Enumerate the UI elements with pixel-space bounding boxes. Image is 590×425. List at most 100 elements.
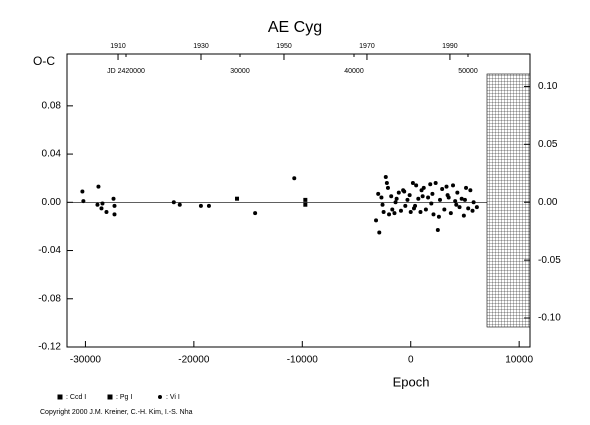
data-point xyxy=(444,184,449,189)
legend-marker xyxy=(107,394,113,400)
x-tick-label: -20000 xyxy=(178,355,210,366)
data-point xyxy=(438,197,443,202)
legend-label: : Ccd I xyxy=(66,394,86,401)
year-tick-label: 1970 xyxy=(359,43,375,50)
data-point xyxy=(95,202,100,207)
y2-tick-label: 0.10 xyxy=(538,81,558,92)
data-point xyxy=(429,201,434,206)
y2-tick-label: 0.00 xyxy=(538,197,558,208)
legend-label: : Vi I xyxy=(166,394,180,401)
data-point xyxy=(379,195,384,200)
data-point xyxy=(455,190,460,195)
data-point xyxy=(445,193,450,198)
data-point xyxy=(377,230,382,235)
data-point xyxy=(459,196,464,201)
data-point xyxy=(100,201,105,206)
data-point xyxy=(384,181,389,186)
data-point xyxy=(81,199,86,204)
data-point xyxy=(461,213,466,218)
data-point xyxy=(413,203,418,208)
jd-tick-label: 30000 xyxy=(230,68,250,75)
data-point xyxy=(435,228,440,233)
x-tick-label: 10000 xyxy=(505,355,533,366)
copyright: Copyright 2000 J.M. Kreiner, C.-H. Kim, … xyxy=(40,409,193,416)
data-point xyxy=(390,207,395,212)
data-point xyxy=(392,211,397,216)
data-point xyxy=(474,205,479,210)
data-point xyxy=(112,212,117,217)
chart-title: AE Cyg xyxy=(268,19,322,36)
y-axis-label: O-C xyxy=(33,54,55,68)
data-point xyxy=(303,197,308,202)
data-point xyxy=(403,203,408,208)
data-point xyxy=(433,181,438,186)
data-point xyxy=(442,207,447,212)
data-point xyxy=(451,183,456,188)
data-point xyxy=(381,209,386,214)
legend-marker xyxy=(158,395,162,399)
data-point xyxy=(112,203,117,208)
data-point xyxy=(407,193,412,198)
data-point xyxy=(387,212,392,217)
data-point xyxy=(374,218,379,223)
data-point xyxy=(431,212,436,217)
legend-label: : Pg I xyxy=(116,394,132,401)
plot-frame xyxy=(66,53,531,348)
data-point xyxy=(385,185,390,190)
data-point xyxy=(303,202,308,207)
data-point xyxy=(416,196,421,201)
data-point xyxy=(418,209,423,214)
x-axis-label: Epoch xyxy=(393,374,430,389)
data-point xyxy=(471,200,476,205)
y2-tick-label: -0.10 xyxy=(538,313,561,324)
year-tick-label: 1950 xyxy=(276,43,292,50)
data-point xyxy=(389,194,394,199)
x-tick-label: -10000 xyxy=(287,355,319,366)
data-point xyxy=(408,209,413,214)
data-point xyxy=(426,195,431,200)
y2-tick-label: 0.05 xyxy=(538,139,558,150)
y-tick-label: -0.12 xyxy=(38,342,61,353)
jd-tick-label: 40000 xyxy=(344,68,364,75)
data-point xyxy=(466,206,471,211)
data-point xyxy=(99,206,104,211)
data-point xyxy=(402,189,407,194)
y-tick-label: 0.08 xyxy=(42,100,62,111)
y-tick-label: 0.04 xyxy=(42,149,62,160)
jd-tick-label: 50000 xyxy=(458,68,478,75)
data-point xyxy=(253,211,258,216)
data-point xyxy=(430,191,435,196)
data-point xyxy=(198,203,203,208)
y2-tick-label: -0.05 xyxy=(538,255,561,266)
data-point xyxy=(96,184,101,189)
year-tick-label: 1910 xyxy=(110,43,126,50)
data-point xyxy=(171,200,176,205)
data-point xyxy=(454,202,459,207)
data-point xyxy=(448,211,453,216)
data-point xyxy=(421,185,426,190)
year-tick-label: 1990 xyxy=(442,43,458,50)
data-point xyxy=(80,189,85,194)
y-tick-label: 0.00 xyxy=(42,197,62,208)
data-point xyxy=(414,183,419,188)
data-point xyxy=(394,196,399,201)
future-region xyxy=(486,73,531,328)
data-point xyxy=(206,203,211,208)
data-point xyxy=(436,214,441,219)
data-point xyxy=(457,205,462,210)
year-tick-label: 1930 xyxy=(193,43,209,50)
data-point xyxy=(423,207,428,212)
data-point xyxy=(104,209,109,214)
x-tick-label: 0 xyxy=(408,355,414,366)
data-point xyxy=(398,208,403,213)
data-point xyxy=(470,208,475,213)
legend-marker xyxy=(57,394,63,400)
data-point xyxy=(410,181,415,186)
data-point xyxy=(440,187,445,192)
data-point xyxy=(376,191,381,196)
data-point xyxy=(428,182,433,187)
x-tick-label: -30000 xyxy=(70,355,102,366)
data-point xyxy=(177,202,182,207)
